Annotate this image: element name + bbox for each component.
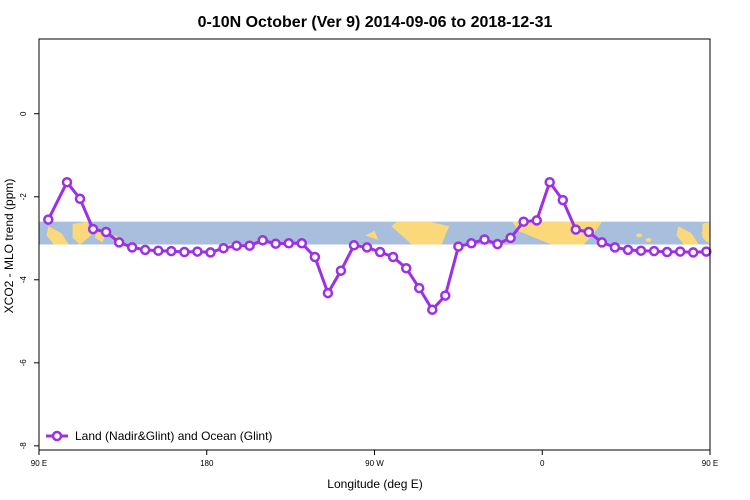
data-point: [231, 240, 242, 251]
data-point: [139, 244, 151, 256]
legend: Land (Nadir&Glint) and Ocean (Glint): [46, 429, 272, 443]
data-point: [557, 194, 569, 206]
data-point: [674, 246, 686, 257]
y-axis: 0 -2 -4 -6 -8: [19, 111, 39, 449]
x-axis: 90 E 180 90 W 0 90 E: [31, 450, 718, 468]
island: [645, 237, 652, 242]
data-point: [283, 238, 295, 249]
data-point: [218, 242, 229, 254]
data-point: [687, 247, 699, 258]
data-point: [544, 176, 555, 188]
y-tick-label: -4: [19, 276, 28, 284]
data-point: [400, 262, 412, 274]
data-point: [205, 247, 216, 258]
data-point: [387, 251, 399, 263]
data-point: [622, 244, 634, 256]
land-mass: [365, 230, 379, 240]
background-band: [39, 221, 710, 245]
data-point: [609, 242, 621, 253]
x-tick-label: 180: [200, 459, 214, 468]
data-point: [361, 242, 373, 253]
data-point: [596, 237, 608, 248]
data-point: [270, 238, 281, 249]
y-tick-label: 0: [19, 111, 28, 116]
data-point: [335, 265, 347, 276]
data-point: [518, 216, 529, 227]
data-point: [61, 176, 73, 188]
data-point: [635, 245, 647, 256]
data-point: [244, 240, 255, 251]
y-tick-label: -6: [19, 359, 28, 367]
data-point: [374, 246, 386, 258]
y-tick-label: -2: [19, 193, 28, 201]
x-tick-label: 90 E: [702, 459, 718, 468]
data-point: [192, 246, 203, 257]
data-point: [87, 223, 99, 235]
land-mass: [676, 226, 699, 245]
x-tick-label: 90 E: [31, 459, 47, 468]
data-point: [648, 245, 660, 257]
data-point: [74, 193, 86, 205]
data-point: [348, 240, 360, 251]
data-point: [479, 234, 490, 245]
data-point: [322, 287, 334, 299]
data-point: [166, 245, 177, 257]
data-point: [427, 304, 438, 315]
x-tick-label: 90 W: [365, 459, 384, 468]
data-point: [257, 235, 268, 246]
data-point: [531, 215, 542, 226]
y-tick-label: -8: [19, 442, 28, 450]
data-point: [505, 232, 516, 244]
data-point: [153, 245, 164, 256]
data-point: [492, 238, 503, 250]
land-mass: [391, 221, 450, 245]
y-axis-label: XCO2 - MLO trend (ppm): [2, 179, 16, 314]
chart-title: 0-10N October (Ver 9) 2014-09-06 to 2018…: [198, 14, 553, 31]
x-axis-label: Longitude (deg E): [327, 477, 422, 491]
data-point: [100, 226, 112, 238]
data-point: [570, 224, 582, 235]
data-point: [466, 238, 477, 249]
x-tick-label: 0: [540, 459, 545, 468]
data-point: [309, 251, 321, 263]
series-layer: [43, 176, 712, 315]
data-point: [583, 226, 595, 238]
legend-marker-swatch: [51, 430, 63, 442]
data-point: [701, 246, 712, 257]
data-point: [126, 242, 138, 253]
land-mass: [72, 221, 92, 245]
island: [701, 231, 708, 236]
land-mass: [46, 226, 69, 245]
legend-entry: Land (Nadir&Glint) and Ocean (Glint): [75, 429, 272, 443]
data-point: [43, 214, 54, 225]
data-point: [296, 238, 308, 249]
data-point: [179, 246, 190, 258]
data-point: [661, 246, 673, 258]
island: [636, 233, 643, 238]
data-point: [453, 241, 464, 252]
data-point: [440, 290, 451, 301]
data-point: [113, 237, 125, 248]
data-point: [413, 282, 425, 294]
